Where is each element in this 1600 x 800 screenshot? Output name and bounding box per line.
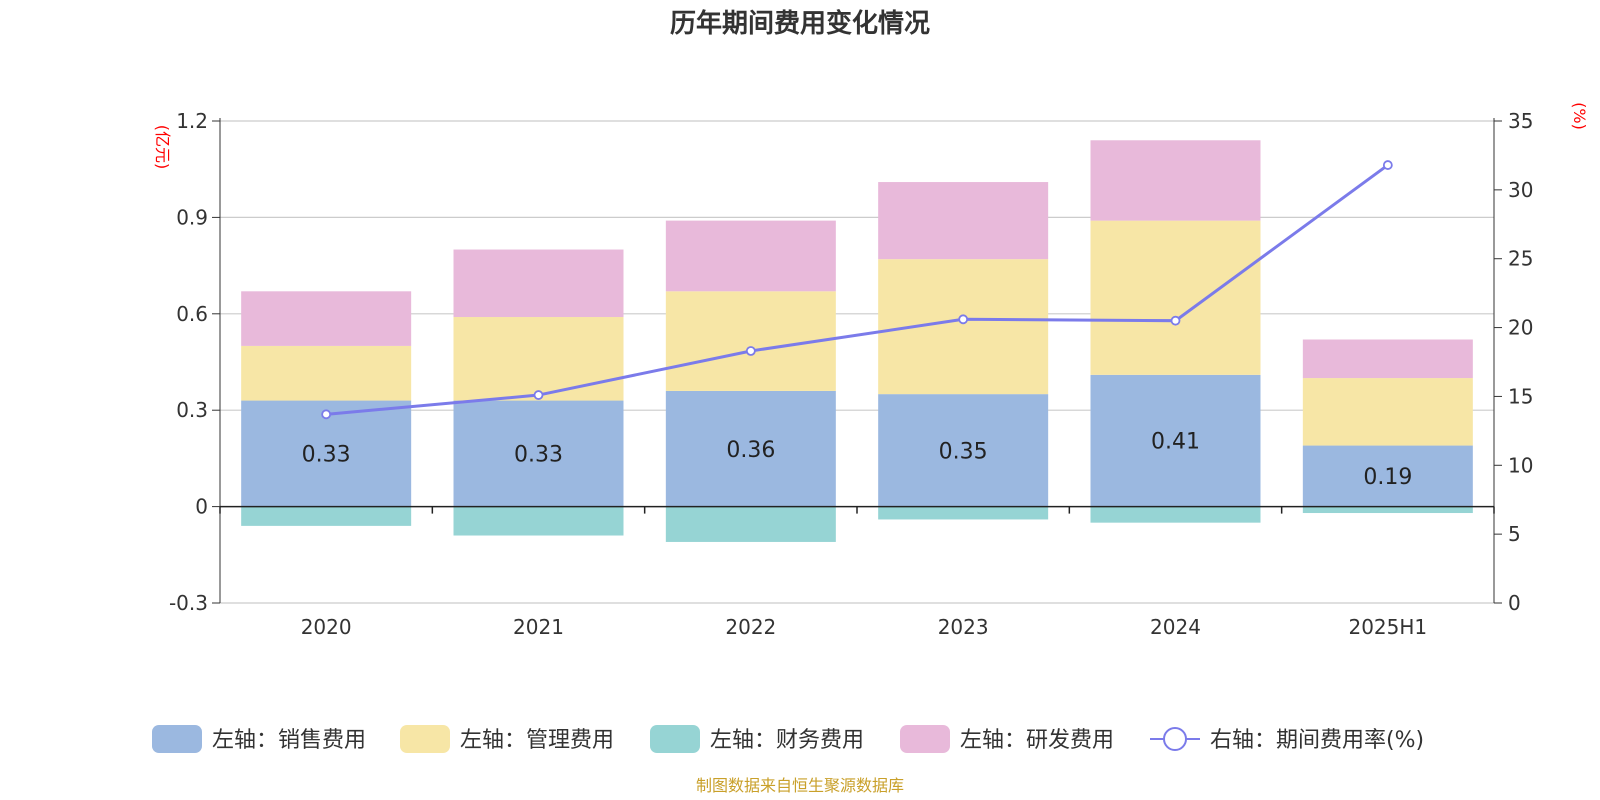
bars bbox=[241, 140, 1473, 542]
bar-segment bbox=[1302, 378, 1473, 446]
bar-segment bbox=[878, 506, 1049, 520]
left-axis-tick-label: 0.9 bbox=[176, 205, 208, 229]
data-label: 0.41 bbox=[1151, 430, 1200, 455]
x-axis-label: 2021 bbox=[513, 615, 564, 639]
bar-segment bbox=[453, 506, 624, 536]
gridlines bbox=[220, 120, 1494, 604]
x-axis-label: 2024 bbox=[1150, 615, 1201, 639]
data-label: 0.19 bbox=[1363, 465, 1412, 490]
x-axis-label: 2020 bbox=[301, 615, 352, 639]
bar-segment bbox=[1302, 506, 1473, 514]
expense-rate-point bbox=[321, 409, 332, 420]
bar-segment bbox=[878, 182, 1049, 260]
expense-rate-polyline bbox=[326, 163, 1389, 416]
x-axis-label: 2023 bbox=[938, 615, 989, 639]
right-axis-tick-label: 25 bbox=[1508, 247, 1533, 271]
legend-swatch bbox=[400, 725, 450, 753]
legend-label: 左轴：财务费用 bbox=[710, 728, 864, 753]
right-axis-tick-label: 35 bbox=[1508, 109, 1533, 133]
bar-segment bbox=[665, 390, 836, 507]
bar-segment bbox=[878, 259, 1049, 395]
bar-segment bbox=[1090, 374, 1261, 507]
bar-segment bbox=[1302, 339, 1473, 379]
bar-segment bbox=[1090, 506, 1261, 523]
expense-rate-point bbox=[1382, 160, 1393, 170]
right-axis-tick-label: 10 bbox=[1508, 453, 1533, 477]
data-label: 0.33 bbox=[514, 443, 563, 468]
data-labels: 0.33 0.33 0.36 0.35 0.41 0.19 bbox=[302, 430, 1413, 490]
bar-segment bbox=[1090, 220, 1261, 375]
legend-swatch bbox=[900, 725, 950, 753]
left-axis-tick-label: 1.2 bbox=[176, 109, 208, 133]
legend-swatch bbox=[650, 725, 700, 753]
x-axis-label: 2022 bbox=[725, 615, 776, 639]
axes: 1.2 0.9 0.6 0.3 0 -0.3 35 30 25 20 15 10 5 0 2020 2021 2… bbox=[169, 109, 1533, 639]
bar-segment bbox=[1302, 445, 1473, 507]
expense-rate-point bbox=[958, 314, 969, 325]
x-axis-label: 2025H1 bbox=[1348, 615, 1427, 639]
bar-segment bbox=[665, 220, 836, 292]
legend-label: 左轴：管理费用 bbox=[460, 728, 614, 753]
left-axis-tick-label: 0.3 bbox=[176, 398, 208, 422]
right-axis-tick-label: 5 bbox=[1508, 522, 1521, 546]
bar-segment bbox=[453, 317, 624, 401]
right-axis-tick-label: 20 bbox=[1508, 316, 1533, 340]
expense-rate-point bbox=[1170, 315, 1181, 326]
bar-segment bbox=[1090, 140, 1261, 221]
right-axis-unit: (%) bbox=[1570, 102, 1589, 130]
source-note: 制图数据来自恒生聚源数据库 bbox=[696, 776, 904, 795]
expense-rate-point bbox=[745, 346, 756, 356]
left-axis-tick-label: -0.3 bbox=[169, 591, 208, 615]
legend-label: 右轴：期间费用率(%) bbox=[1210, 728, 1424, 753]
bar-segment bbox=[453, 249, 624, 318]
bar-segment bbox=[241, 345, 412, 401]
legend-circle-swatch bbox=[1163, 727, 1187, 751]
chart-title: 历年期间费用变化情况 bbox=[670, 8, 930, 39]
legend-label: 左轴：研发费用 bbox=[960, 728, 1114, 753]
bar-segment bbox=[241, 506, 412, 526]
legend-label: 左轴：销售费用 bbox=[212, 728, 366, 753]
bar-segment bbox=[665, 506, 836, 542]
left-axis-unit: (亿元) bbox=[153, 125, 172, 170]
bar-segment bbox=[878, 394, 1049, 507]
data-label: 0.35 bbox=[939, 439, 988, 464]
left-axis-tick-label: 0 bbox=[195, 495, 208, 519]
right-axis-tick-label: 15 bbox=[1508, 384, 1533, 408]
legend: 左轴：销售费用 左轴：管理费用 左轴：财务费用 左轴：研发费用 右轴：期间费用率(%) bbox=[152, 725, 1424, 753]
data-label: 0.33 bbox=[302, 443, 351, 468]
expense-rate-point bbox=[533, 390, 544, 400]
legend-swatch bbox=[152, 725, 202, 753]
right-axis-tick-label: 0 bbox=[1508, 591, 1521, 615]
expense-rate-line bbox=[321, 160, 1393, 420]
left-axis-tick-label: 0.6 bbox=[176, 302, 208, 326]
bar-segment bbox=[241, 291, 412, 346]
data-label: 0.36 bbox=[726, 438, 775, 463]
right-axis-tick-label: 30 bbox=[1508, 178, 1533, 202]
bar-segment bbox=[453, 400, 624, 507]
